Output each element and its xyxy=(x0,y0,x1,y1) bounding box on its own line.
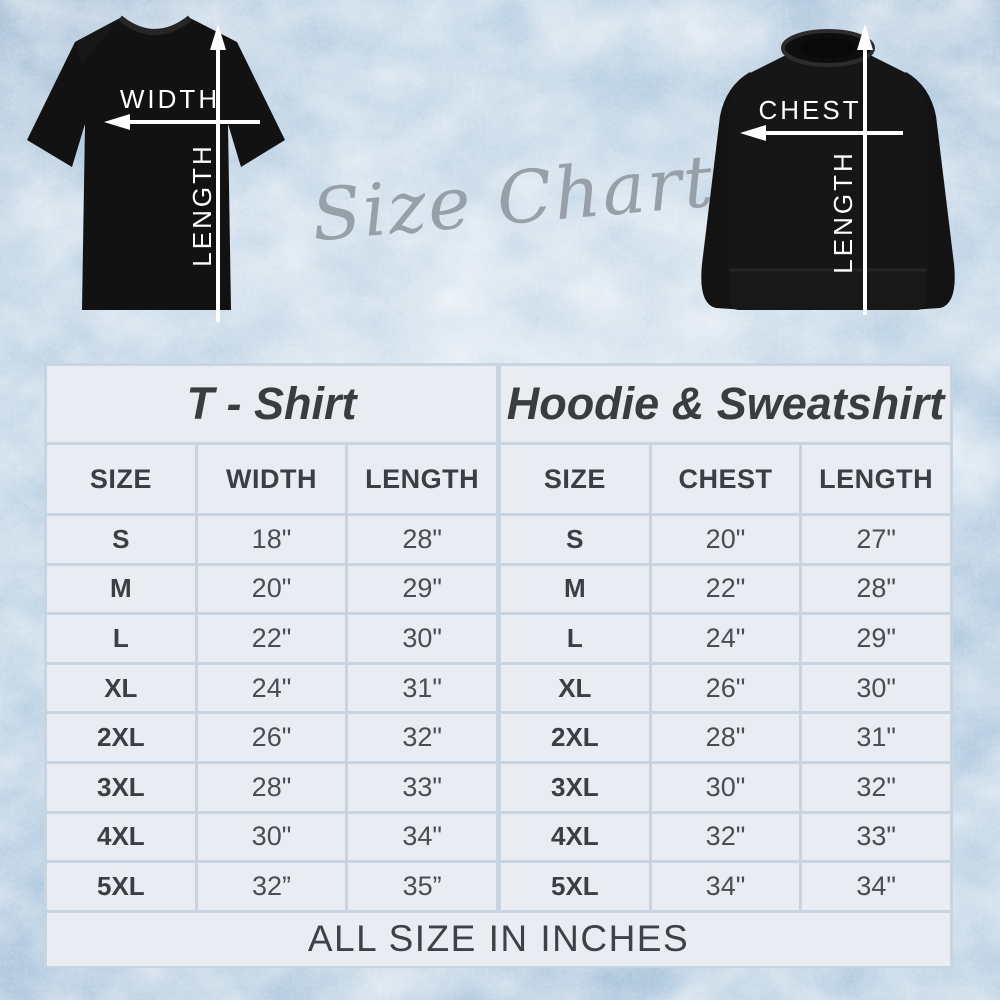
column-header: SIZE xyxy=(47,445,195,513)
cell-value: 34" xyxy=(651,863,800,910)
cell-value: 32" xyxy=(802,763,950,811)
row-size-label: L xyxy=(47,615,195,662)
tshirt-table: T - Shirt SIZE WIDTH LENGTH S 18" 28" M 20" 29" L 2… xyxy=(47,366,496,910)
row-size-label: S xyxy=(501,516,649,563)
sweatshirt-hem xyxy=(730,268,926,310)
cell-value: 32" xyxy=(348,714,496,761)
cell-value: 33" xyxy=(348,763,496,811)
sweatshirt-collar-inner xyxy=(799,38,857,58)
row-size-label: XL xyxy=(501,664,649,712)
tshirt-graphic: WIDTH LENGTH xyxy=(27,15,285,322)
cell-value: 20" xyxy=(651,516,800,563)
cell-value: 34" xyxy=(348,813,496,861)
column-header: WIDTH xyxy=(197,445,346,513)
column-header: CHEST xyxy=(651,445,800,513)
cell-value: 27" xyxy=(802,516,950,563)
cell-value: 24" xyxy=(197,664,346,712)
cell-value: 34" xyxy=(802,863,950,910)
row-size-label: 2XL xyxy=(47,714,195,761)
tshirt-collar xyxy=(118,15,192,35)
row-size-label: M xyxy=(501,565,649,613)
sweatshirt-torso xyxy=(728,48,928,274)
table-title: T - Shirt xyxy=(47,366,496,442)
row-size-label: 4XL xyxy=(47,813,195,861)
tshirt-figure: WIDTH LENGTH xyxy=(22,4,336,330)
hoodie-table: Hoodie & Sweatshirt SIZE CHEST LENGTH S 20" 27… xyxy=(501,366,950,910)
cell-value: 32" xyxy=(651,813,800,861)
length-arrow xyxy=(210,24,226,322)
cell-value: 24" xyxy=(651,615,800,662)
cell-value: 29" xyxy=(802,615,950,662)
row-size-label: 5XL xyxy=(47,863,195,910)
footer-note: ALL SIZE IN INCHES xyxy=(47,912,950,966)
cell-value: 28" xyxy=(651,714,800,761)
cell-value: 20" xyxy=(197,565,346,613)
cell-value: 22" xyxy=(651,565,800,613)
tshirt-silhouette xyxy=(27,18,285,310)
cell-value: 31" xyxy=(802,714,950,761)
chest-label: CHEST xyxy=(758,95,861,125)
cell-value: 22" xyxy=(197,615,346,662)
cell-value: 35” xyxy=(348,863,496,910)
cell-value: 26" xyxy=(197,714,346,761)
length-arrow xyxy=(857,24,873,315)
column-header: LENGTH xyxy=(802,445,950,513)
row-size-label: XL xyxy=(47,664,195,712)
cell-value: 31" xyxy=(348,664,496,712)
cell-value: 30" xyxy=(651,763,800,811)
cell-value: 32” xyxy=(197,863,346,910)
row-size-label: L xyxy=(501,615,649,662)
row-size-label: 5XL xyxy=(501,863,649,910)
cell-value: 33" xyxy=(802,813,950,861)
sweatshirt-figure: CHEST LENGTH xyxy=(668,12,998,338)
row-size-label: 2XL xyxy=(501,714,649,761)
cell-value: 26" xyxy=(651,664,800,712)
tshirt-shoulder-shade xyxy=(75,18,120,64)
length-label: LENGTH xyxy=(828,150,858,273)
cell-value: 29" xyxy=(348,565,496,613)
width-label: WIDTH xyxy=(120,84,220,114)
cell-value: 18" xyxy=(197,516,346,563)
size-table-wrapper: T - Shirt SIZE WIDTH LENGTH S 18" 28" M 20" 29" L 2… xyxy=(44,363,953,968)
row-size-label: S xyxy=(47,516,195,563)
cell-value: 30" xyxy=(348,615,496,662)
cell-value: 28" xyxy=(348,516,496,563)
column-header: SIZE xyxy=(501,445,649,513)
cell-value: 30" xyxy=(802,664,950,712)
column-header: LENGTH xyxy=(348,445,496,513)
cell-value: 30" xyxy=(197,813,346,861)
row-size-label: 3XL xyxy=(501,763,649,811)
width-arrow xyxy=(104,114,260,130)
row-size-label: M xyxy=(47,565,195,613)
cell-value: 28" xyxy=(802,565,950,613)
size-tables-row: T - Shirt SIZE WIDTH LENGTH S 18" 28" M 20" 29" L 2… xyxy=(47,366,950,910)
table-title: Hoodie & Sweatshirt xyxy=(501,366,950,442)
length-label: LENGTH xyxy=(187,143,217,266)
chest-arrow xyxy=(740,125,903,141)
cell-value: 28" xyxy=(197,763,346,811)
row-size-label: 4XL xyxy=(501,813,649,861)
row-size-label: 3XL xyxy=(47,763,195,811)
sweatshirt-graphic: CHEST LENGTH xyxy=(701,24,955,315)
script-title: Size Chart xyxy=(308,138,718,258)
